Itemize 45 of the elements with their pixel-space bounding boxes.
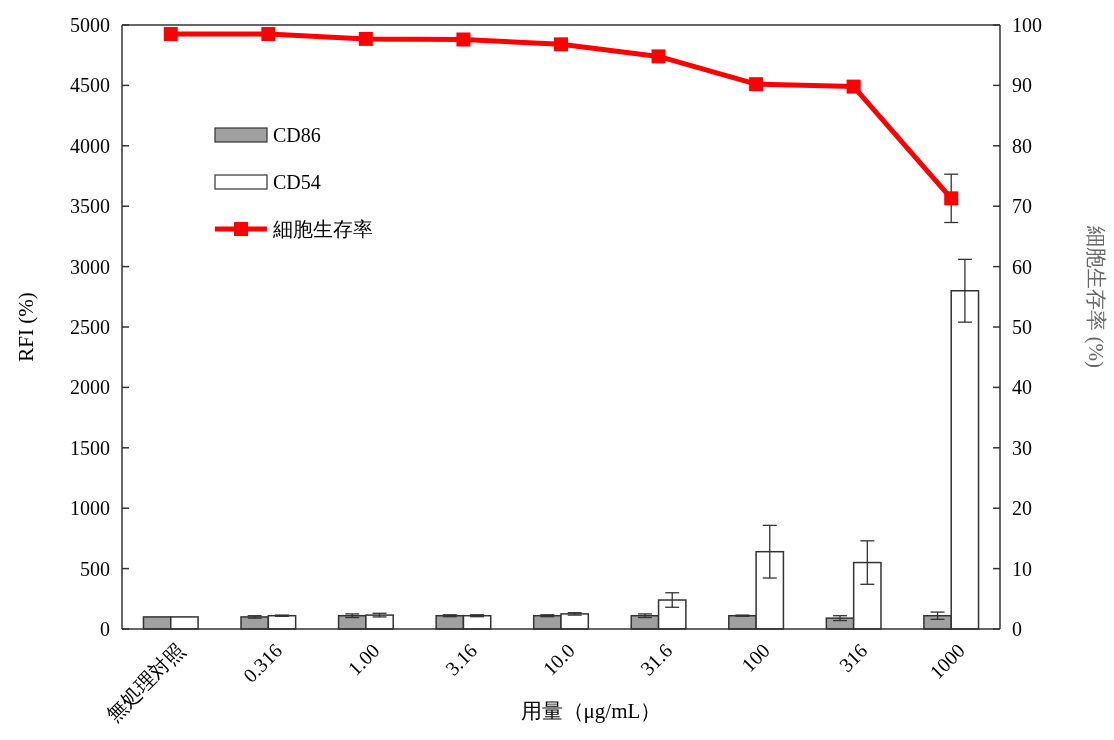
y-tick-label: 3500 — [70, 195, 110, 218]
y-tick-label: 1500 — [70, 436, 110, 459]
y-tick-label: 1000 — [70, 497, 110, 520]
legend-label: CD54 — [273, 171, 321, 193]
y2-tick-label: 50 — [1012, 316, 1032, 338]
y2-tick-label: 30 — [1012, 436, 1032, 459]
y2-tick-label: 60 — [1012, 255, 1032, 278]
point — [651, 49, 666, 64]
y-axis-title: RFI (%) — [14, 292, 38, 362]
point — [944, 191, 959, 206]
x-tick-label: 1.00 — [343, 639, 384, 680]
y2-tick-label: 90 — [1012, 74, 1032, 97]
y2-tick-label: 10 — [1012, 557, 1032, 580]
y-tick-label: 2000 — [70, 376, 110, 399]
y-tick-label: 0 — [100, 618, 110, 640]
x-tick-label: 316 — [834, 639, 872, 676]
x-tick-label: 1000 — [925, 639, 969, 684]
legend-label: 細胞生存率 — [272, 218, 373, 240]
y-tick-label: 4500 — [70, 74, 110, 97]
y2-tick-label: 100 — [1012, 14, 1042, 36]
y2-tick-label: 20 — [1012, 497, 1032, 520]
y2-tick-label: 80 — [1012, 134, 1032, 157]
y-tick-label: 4000 — [70, 134, 110, 157]
y-tick-label: 2500 — [70, 316, 110, 338]
point — [554, 37, 568, 52]
point — [358, 31, 373, 46]
point — [749, 77, 764, 92]
y-tick-label: 3000 — [70, 255, 110, 278]
point — [456, 32, 471, 47]
point — [163, 27, 178, 42]
y2-axis-title: 細胞生存率 (%) — [1084, 225, 1108, 368]
x-tick-label: 3.16 — [440, 639, 482, 680]
y2-tick-label: 70 — [1012, 195, 1032, 218]
y2-tick-label: 0 — [1012, 618, 1022, 640]
y-tick-label: 5000 — [70, 14, 110, 36]
point — [261, 27, 276, 42]
point — [846, 79, 861, 94]
x-tick-label: 100 — [737, 639, 774, 676]
x-tick-label: 無処理対照 — [102, 639, 189, 726]
x-tick-label: 10.0 — [538, 639, 579, 680]
x-tick-label: 31.6 — [636, 639, 677, 680]
x-axis-title: 用量（μg/mL） — [520, 699, 662, 723]
y-tick-label: 500 — [80, 557, 110, 580]
legend-label: CD86 — [273, 124, 321, 146]
y2-tick-label: 40 — [1012, 376, 1032, 399]
